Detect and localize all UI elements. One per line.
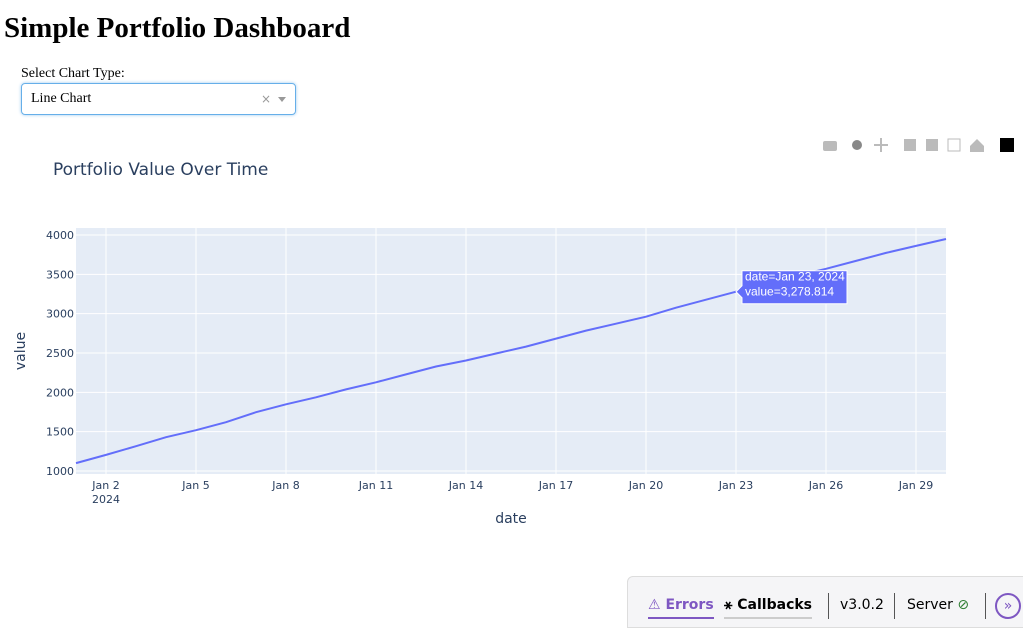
zoom-button[interactable] [852, 140, 862, 150]
server-status[interactable]: Server ⊘ [907, 597, 969, 613]
clear-button[interactable]: × [260, 92, 271, 106]
x-tick-label: Jan 11 [358, 479, 393, 492]
page-title: Simple Portfolio Dashboard [4, 12, 351, 44]
server-ok-icon: ⊘ [957, 597, 970, 613]
x-tick-label: Jan 29 [898, 479, 933, 492]
dropdown-value: Line Chart [31, 91, 92, 106]
x-tick-label: Jan 23 [718, 479, 753, 492]
collapse-button[interactable]: » [995, 593, 1021, 619]
separator [828, 593, 829, 619]
zoom-in-button[interactable] [904, 139, 916, 151]
autoscale-button[interactable] [947, 138, 961, 152]
separator [985, 593, 986, 619]
callbacks-tab[interactable]: ⚹ Callbacks [724, 597, 813, 619]
server-text: Server [907, 597, 953, 613]
errors-tab[interactable]: ⚠ Errors [648, 597, 714, 619]
y-axis-label: value [13, 332, 29, 370]
y-tick-label: 2500 [46, 347, 74, 360]
x-tick-label: Jan 20 [628, 479, 663, 492]
chart-type-dropdown[interactable]: Line Chart × [21, 83, 296, 115]
y-tick-label: 3000 [46, 308, 74, 321]
separator [894, 593, 895, 619]
reset-button[interactable] [970, 139, 984, 152]
y-tick-label: 1000 [46, 465, 74, 478]
debug-bar: ⚠ Errors ⚹ Callbacks v3.0.2 Server ⊘ » [627, 576, 1023, 628]
x-tick-label: Jan 5 [181, 479, 209, 492]
plotly-logo[interactable] [1000, 138, 1014, 152]
x-tick-label: Jan 2 2024 [91, 479, 120, 506]
pan-button[interactable] [874, 138, 888, 152]
version: v3.0.2 [840, 597, 884, 613]
callbacks-text: Callbacks [737, 597, 813, 613]
y-tick-label: 3500 [46, 268, 74, 281]
hover-box [735, 270, 848, 305]
dropdown-label: Select Chart Type: [21, 66, 125, 81]
y-tick-label: 1500 [46, 426, 74, 439]
x-axis-label: date [495, 511, 527, 527]
chart-title: Portfolio Value Over Time [53, 160, 268, 180]
modebar [823, 138, 1014, 152]
y-tick-label: 4000 [46, 229, 74, 242]
x-tick-label: Jan 26 [808, 479, 843, 492]
x-tick-label: Jan 14 [448, 479, 483, 492]
zoom-out-button[interactable] [926, 139, 938, 151]
camera-button[interactable] [823, 141, 837, 151]
hover-text: value=3,278.814 [745, 285, 834, 299]
dropdown-arrow[interactable] [278, 97, 286, 102]
y-tick-label: 2000 [46, 386, 74, 399]
errors-text: Errors [665, 597, 714, 613]
hover-text: date=Jan 23, 2024 [745, 270, 845, 284]
x-tick-label: Jan 17 [538, 479, 573, 492]
chart: Portfolio Value Over Time date value 100… [13, 138, 1014, 527]
x-tick-label: Jan 8 [271, 479, 299, 492]
